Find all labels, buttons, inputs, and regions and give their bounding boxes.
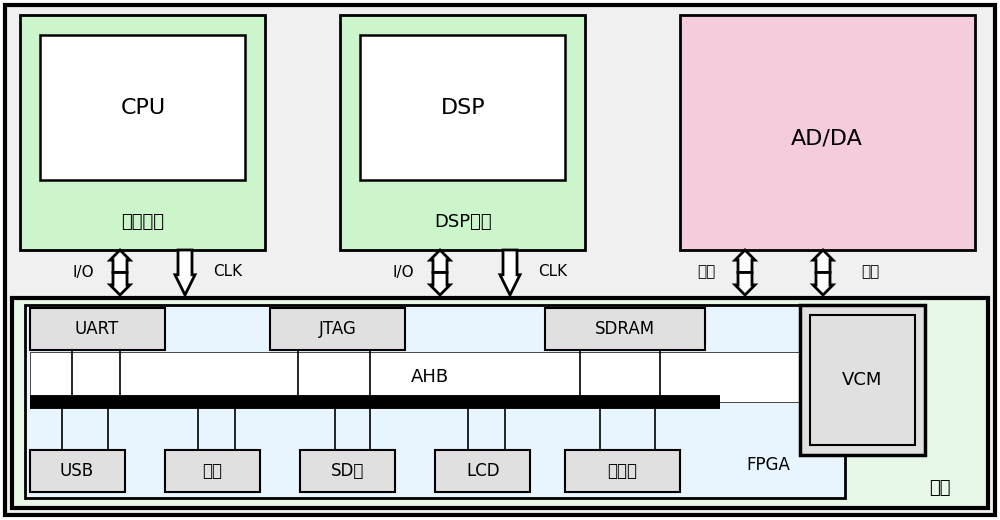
Polygon shape <box>500 250 520 295</box>
Bar <box>545 308 705 350</box>
Text: 数据: 数据 <box>697 265 715 280</box>
Bar <box>800 305 925 455</box>
Bar <box>435 450 530 492</box>
Polygon shape <box>110 272 130 295</box>
Text: 以太网: 以太网 <box>607 462 637 480</box>
Text: SD卡: SD卡 <box>331 462 365 480</box>
Text: 核心单元: 核心单元 <box>122 213 164 231</box>
Bar <box>12 298 988 508</box>
Text: DSP单元: DSP单元 <box>434 213 492 231</box>
Text: USB: USB <box>60 462 94 480</box>
Polygon shape <box>735 250 755 272</box>
Bar <box>300 450 395 492</box>
Bar <box>360 35 565 180</box>
Bar <box>340 15 585 250</box>
Text: I/O: I/O <box>72 265 94 280</box>
Bar <box>20 15 265 250</box>
Polygon shape <box>430 250 450 272</box>
Text: AHB: AHB <box>411 368 449 386</box>
Bar <box>565 450 680 492</box>
Polygon shape <box>735 272 755 295</box>
Text: CPU: CPU <box>120 98 166 118</box>
Text: 闪存: 闪存 <box>202 462 222 480</box>
Text: DSP: DSP <box>441 98 485 118</box>
Polygon shape <box>813 272 833 295</box>
Bar <box>30 352 800 402</box>
Polygon shape <box>813 250 833 272</box>
Bar <box>30 308 165 350</box>
Bar <box>270 308 405 350</box>
Text: I/O: I/O <box>392 265 414 280</box>
Bar <box>25 305 845 498</box>
Text: LCD: LCD <box>466 462 500 480</box>
Text: CLK: CLK <box>213 265 243 280</box>
Text: CLK: CLK <box>538 265 568 280</box>
Text: 控制: 控制 <box>861 265 879 280</box>
Text: VCM: VCM <box>842 371 882 389</box>
Text: FPGA: FPGA <box>746 456 790 474</box>
Text: AD/DA: AD/DA <box>791 128 863 148</box>
Bar <box>30 450 125 492</box>
Polygon shape <box>110 250 130 272</box>
Text: UART: UART <box>75 320 119 338</box>
Text: JTAG: JTAG <box>319 320 357 338</box>
Bar <box>165 450 260 492</box>
Bar <box>680 15 975 250</box>
Text: 基板: 基板 <box>929 479 951 497</box>
Polygon shape <box>175 250 195 295</box>
Bar <box>40 35 245 180</box>
Polygon shape <box>430 272 450 295</box>
Bar <box>810 315 915 445</box>
Text: SDRAM: SDRAM <box>595 320 655 338</box>
